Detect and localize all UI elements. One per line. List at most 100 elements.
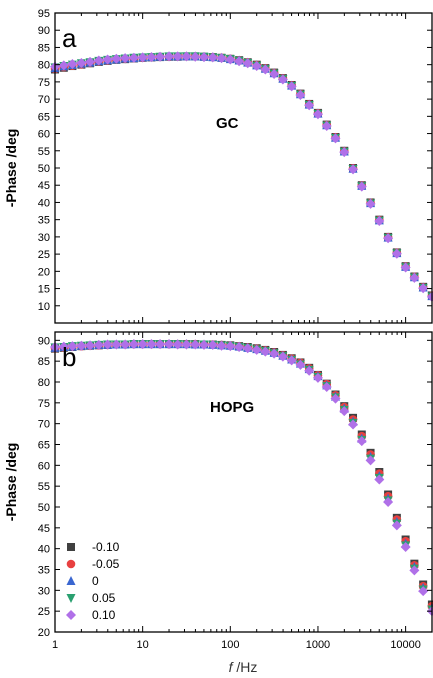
panel-b-point-series-4-29 — [304, 365, 315, 376]
panel-a-point-series-4-42 — [418, 283, 429, 294]
x-axis-unit: /Hz — [233, 659, 258, 675]
panel-b-point-series-4-40 — [400, 542, 411, 552]
panel-b-point-series-4-35 — [356, 436, 367, 447]
x-tick-label-1: 10 — [137, 639, 149, 651]
panel-a-axis-ticks: 10 15 20 25 30 35 40 45 50 55 60 65 70 75 80 85 90 95 — [38, 8, 433, 323]
panel-a-point-series-4-39 — [391, 248, 402, 259]
panel-a-point-series-4-14 — [172, 51, 183, 62]
panel-b-letter: b — [62, 342, 76, 372]
panel-b-point-series-4-12 — [155, 339, 166, 350]
panel-b-point-series-4-20 — [225, 341, 236, 352]
panel-a-point-series-4-1 — [58, 60, 69, 71]
x-tick-label-2: 100 — [221, 639, 239, 651]
panel-a-point-series-4-27 — [286, 81, 297, 92]
panel-a-point-series-4-16 — [190, 51, 201, 62]
panel-a-point-series-4-23 — [251, 61, 262, 72]
legend-marker-2 — [66, 576, 76, 585]
panel-b-y-tick-label-0: 20 — [38, 627, 50, 639]
panel-b-y-tick-label-1: 25 — [38, 606, 50, 618]
panel-a-data-points — [50, 51, 433, 302]
panel-b-point-series-4-31 — [321, 382, 332, 392]
panel-a-y-tick-label-16: 90 — [38, 25, 50, 37]
panel-b-point-series-4-22 — [242, 343, 253, 354]
panel-b-point-series-4-37 — [374, 474, 385, 485]
panel-a-point-series-4-13 — [164, 51, 175, 62]
panel-b-point-series-4-3 — [76, 340, 87, 351]
panel-a-point-series-4-28 — [295, 89, 306, 100]
panel-b-y-tick-label-13: 85 — [38, 356, 50, 368]
panel-b-y-axis-label: -Phase /deg — [3, 443, 19, 522]
panel-a-point-series-4-32 — [330, 133, 341, 144]
legend: -0.10 -0.05 0 0.05 0.10 — [66, 540, 120, 622]
panel-a-y-tick-label-7: 45 — [38, 180, 50, 192]
panel-b-point-series-4-17 — [198, 339, 209, 350]
panel-b-y-tick-label-14: 90 — [38, 335, 50, 347]
panel-a-y-tick-label-4: 30 — [38, 232, 50, 244]
panel-a-y-tick-label-5: 35 — [38, 215, 50, 227]
panel-a-point-series-4-5 — [93, 55, 104, 66]
panel-a-y-tick-label-12: 70 — [38, 94, 50, 106]
panel-b-y-tick-label-10: 70 — [38, 419, 50, 431]
panel-b-point-series-4-24 — [260, 346, 271, 357]
panel-a-point-series-4-3 — [76, 57, 87, 68]
panel-b-y-tick-label-6: 50 — [38, 502, 50, 514]
panel-b-point-series-4-36 — [365, 455, 376, 466]
panel-a-point-series-4-10 — [137, 52, 148, 63]
panel-b-point-series-4-11 — [146, 339, 157, 350]
legend-marker-3 — [66, 594, 76, 603]
panel-a-y-tick-label-13: 75 — [38, 77, 50, 89]
panel-b-y-tick-label-12: 80 — [38, 377, 50, 389]
x-axis-variable: f — [229, 659, 235, 675]
panel-b-y-tick-label-11: 75 — [38, 398, 50, 410]
panel-b-point-series-4-23 — [251, 344, 262, 355]
x-tick-label-3: 1000 — [306, 639, 330, 651]
panel-a-point-series-4-34 — [348, 164, 359, 175]
panel-a-point-series-4-26 — [277, 74, 288, 85]
panel-a-letter: a — [62, 23, 77, 53]
panel-b-y-tick-label-3: 35 — [38, 565, 50, 577]
panel-b-point-series-4-1 — [58, 341, 69, 352]
x-tick-label-4: 10000 — [390, 639, 421, 651]
panel-b-annotation: HOPG — [210, 399, 254, 416]
panel-a-point-series-4-25 — [269, 68, 280, 79]
panel-a-annotation: GC — [216, 115, 239, 132]
panel-a-point-series-4-40 — [400, 262, 411, 273]
panel-b-point-series-4-7 — [111, 339, 122, 350]
panel-a-point-series-4-21 — [234, 56, 245, 67]
panel-a-y-tick-label-6: 40 — [38, 197, 50, 209]
legend-label-4: 0.10 — [92, 608, 116, 622]
panel-a-y-tick-label-1: 15 — [38, 284, 50, 296]
panel-b-point-series-4-10 — [137, 339, 148, 350]
panel-a-point-series-4-2 — [67, 58, 78, 69]
panel-b-point-series-4-27 — [286, 355, 297, 366]
panel-b-y-tick-label-8: 60 — [38, 460, 50, 472]
panel-a-point-series-4-37 — [374, 216, 385, 227]
panel-a-point-series-4-31 — [321, 120, 332, 131]
panel-a-chart: 10 15 20 25 30 35 40 45 50 55 60 65 70 75 80 85 90 95 a G… — [3, 8, 433, 324]
panel-a-point-series-4-20 — [225, 54, 236, 65]
panel-b-point-series-4-8 — [120, 339, 131, 350]
panel-b-point-series-4-9 — [128, 339, 139, 350]
panel-a-y-tick-label-15: 85 — [38, 42, 50, 54]
panel-b-y-tick-label-5: 45 — [38, 523, 50, 535]
panel-a-point-series-4-36 — [365, 198, 376, 209]
panel-a-point-series-4-38 — [383, 233, 394, 244]
panel-a-y-tick-label-11: 65 — [38, 111, 50, 123]
x-tick-label-0: 1 — [52, 639, 58, 651]
panel-a-y-tick-label-17: 95 — [38, 8, 50, 20]
panel-a-point-series-4-9 — [128, 52, 139, 63]
panel-a-point-series-4-33 — [339, 147, 350, 158]
panel-b-point-series-4-39 — [391, 520, 402, 531]
x-axis-title: f /Hz — [229, 659, 258, 675]
panel-a-y-tick-label-0: 10 — [38, 301, 50, 313]
panel-b-y-tick-label-9: 65 — [38, 440, 50, 452]
panel-b-y-tick-label-7: 55 — [38, 481, 50, 493]
panel-a-y-tick-label-14: 80 — [38, 60, 50, 72]
panel-a-point-series-4-30 — [312, 109, 323, 120]
panel-a-point-series-4-29 — [304, 100, 315, 111]
panel-b-point-series-4-4 — [85, 340, 96, 351]
panel-a-y-axis-label: -Phase /deg — [3, 129, 19, 208]
panel-b-y-tick-label-4: 40 — [38, 544, 50, 556]
panel-b-point-series-4-13 — [164, 339, 175, 350]
